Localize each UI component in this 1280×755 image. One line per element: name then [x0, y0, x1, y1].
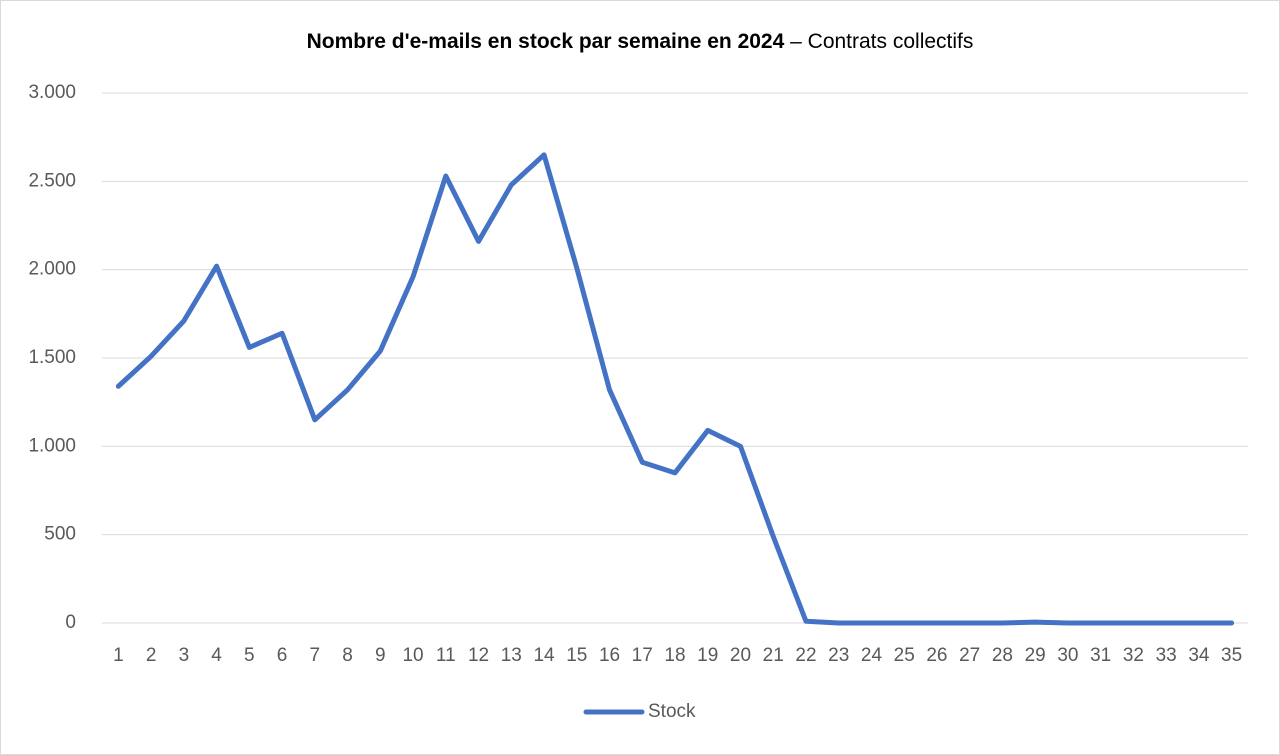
- x-tick-label: 7: [310, 645, 321, 666]
- x-tick-label: 2: [146, 645, 157, 666]
- x-tick-label: 24: [861, 645, 883, 666]
- x-tick-label: 31: [1090, 645, 1111, 666]
- x-tick-label: 11: [436, 645, 456, 666]
- legend-label: Stock: [648, 701, 696, 722]
- x-tick-label: 26: [926, 645, 947, 666]
- x-tick-label: 6: [277, 645, 288, 666]
- y-tick-label: 1.500: [28, 347, 76, 368]
- x-tick-label: 18: [664, 645, 685, 666]
- x-tick-label: 12: [468, 645, 489, 666]
- line-series: [115, 152, 1235, 626]
- x-tick-label: 10: [402, 645, 423, 666]
- x-tick-label: 8: [342, 645, 353, 666]
- y-tick-label: 0: [65, 612, 76, 633]
- x-tick-label: 4: [211, 645, 222, 666]
- x-tick-label: 5: [244, 645, 255, 666]
- x-tick-label: 13: [501, 645, 522, 666]
- x-tick-label: 32: [1123, 645, 1144, 666]
- x-tick-label: 9: [375, 645, 386, 666]
- chart-title-group: Nombre d'e-mails en stock par semaine en…: [307, 30, 974, 53]
- x-tick-label: 25: [894, 645, 915, 666]
- chart-title: Nombre d'e-mails en stock par semaine en…: [307, 30, 785, 53]
- y-tick-label: 500: [44, 524, 76, 545]
- x-tick-label: 28: [992, 645, 1013, 666]
- x-tick-label: 19: [697, 645, 718, 666]
- y-tick-label: 1.000: [28, 435, 76, 456]
- y-tick-label: 2.500: [28, 170, 76, 191]
- x-tick-label: 15: [566, 645, 587, 666]
- x-tick-label: 1: [113, 645, 124, 666]
- x-tick-label: 27: [959, 645, 980, 666]
- x-tick-label: 14: [533, 645, 555, 666]
- x-tick-label: 17: [632, 645, 653, 666]
- x-tick-label: 23: [828, 645, 849, 666]
- x-tick-label: 21: [763, 645, 784, 666]
- x-tick-label: 34: [1188, 645, 1210, 666]
- x-tick-label: 35: [1221, 645, 1242, 666]
- y-tick-label: 3.000: [28, 82, 76, 103]
- x-tick-label: 16: [599, 645, 620, 666]
- x-tick-label: 33: [1156, 645, 1177, 666]
- x-tick-label: 20: [730, 645, 751, 666]
- y-tick-label: 2.000: [28, 259, 76, 280]
- x-tick-label: 30: [1057, 645, 1078, 666]
- x-tick-label: 29: [1025, 645, 1046, 666]
- chart-subtitle: – Contrats collectifs: [790, 30, 973, 53]
- x-tick-label: 3: [179, 645, 190, 666]
- x-tick-label: 22: [795, 645, 816, 666]
